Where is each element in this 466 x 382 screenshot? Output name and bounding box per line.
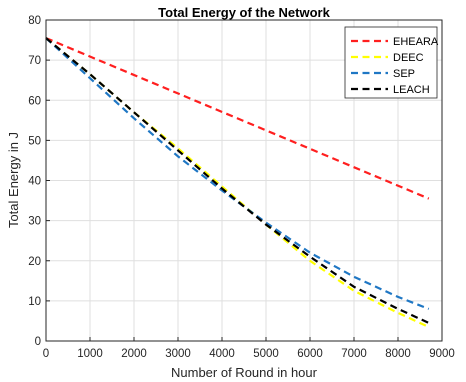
x-tick-label: 9000 (429, 348, 455, 360)
series-line-sep (45, 37, 430, 310)
legend-label-leach: LEACH (393, 84, 430, 96)
y-tick-label: 70 (28, 55, 41, 67)
x-tick-label: 2000 (121, 348, 147, 360)
x-tick-label: 0 (43, 348, 49, 360)
x-tick-label: 6000 (297, 348, 323, 360)
y-tick-label: 50 (28, 135, 41, 147)
legend-label-eheara: EHEARA (393, 36, 439, 48)
x-tick-label: 8000 (385, 348, 411, 360)
tick-labels: 0 1000 2000 3000 4000 5000 6000 7000 8000 9000 0 10… (28, 15, 455, 360)
chart-title: Total Energy of the Network (158, 5, 330, 20)
x-tick-label: 1000 (77, 348, 103, 360)
x-tick-label: 4000 (209, 348, 235, 360)
x-axis-label: Number of Round in hour (171, 365, 318, 380)
y-tick-label: 30 (28, 216, 41, 228)
legend-box (344, 26, 438, 99)
y-tick-label: 80 (28, 15, 41, 27)
x-tick-label: 5000 (253, 348, 279, 360)
legend-label-sep: SEP (393, 68, 415, 80)
series-group (45, 37, 430, 329)
series-line-eheara (45, 37, 430, 200)
y-tick-label: 10 (28, 296, 41, 308)
y-tick-label: 20 (28, 256, 41, 268)
y-tick-label: 0 (35, 336, 41, 348)
y-tick-label: 40 (28, 176, 41, 188)
x-tick-label: 7000 (341, 348, 367, 360)
legend: EHEARA DEEC SEP LEACH (344, 26, 439, 99)
legend-label-deec: DEEC (393, 52, 424, 64)
series-line-leach (45, 37, 430, 324)
y-tick-label: 60 (28, 95, 41, 107)
x-tick-label: 3000 (165, 348, 191, 360)
y-axis-label: Total Energy in J (6, 132, 21, 228)
grid (46, 20, 442, 341)
